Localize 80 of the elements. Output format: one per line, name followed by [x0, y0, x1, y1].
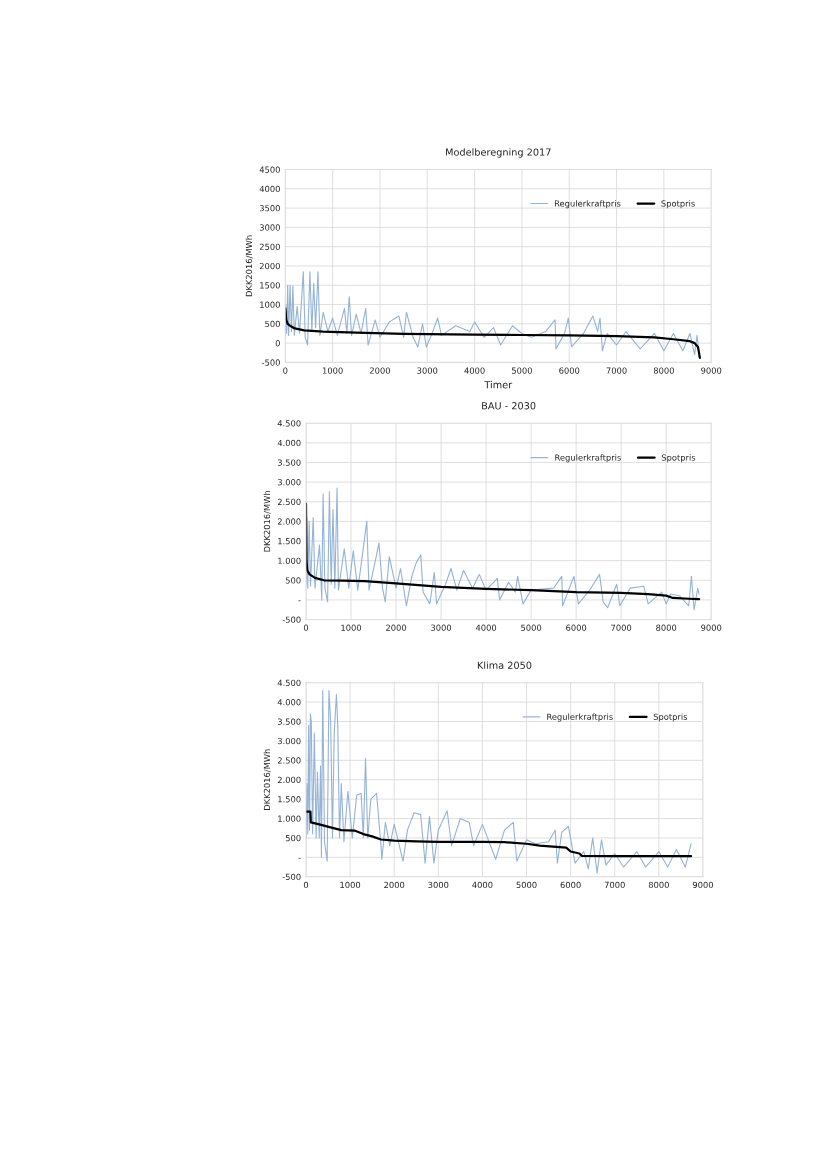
- legend-label: Spotpris: [661, 454, 696, 463]
- y-tick-label: 1.000: [278, 557, 301, 564]
- y-tick-label: 4500: [259, 166, 280, 173]
- x-tick-label: 9000: [692, 881, 713, 889]
- line-series: [305, 689, 692, 874]
- y-tick-label: 3.000: [277, 737, 301, 745]
- y-tick-label: 1.500: [278, 537, 301, 545]
- y-tick-label: 4.500: [277, 679, 301, 686]
- x-tick-label: 2000: [369, 367, 391, 374]
- y-tick-label: -500: [261, 359, 280, 366]
- x-tick-label: 7000: [604, 881, 625, 889]
- x-tick-label: 8000: [653, 367, 674, 374]
- y-tick-label: 1500: [260, 282, 280, 289]
- y-tick-label: -500: [282, 616, 301, 623]
- y-tick-label: -500: [282, 873, 301, 881]
- x-tick-label: 6000: [559, 367, 580, 374]
- chart-title: BAU - 2030: [482, 402, 536, 410]
- x-tick-label: 1000: [340, 881, 361, 889]
- y-tick-label: 500: [265, 320, 280, 328]
- y-axis-title: DKK2016/MWh: [245, 235, 253, 297]
- x-tick-label: 7000: [606, 367, 627, 374]
- y-tick-label: 1.500: [278, 796, 301, 803]
- line-series: [285, 307, 701, 359]
- y-tick-label: 2500: [259, 243, 280, 250]
- x-tick-label: 4000: [475, 624, 497, 631]
- y-tick-label: 3500: [259, 205, 280, 212]
- y-tick-label: 500: [285, 834, 301, 842]
- x-tick-label: 5000: [521, 624, 542, 631]
- x-tick-label: 3000: [431, 624, 452, 631]
- x-tick-label: 2000: [386, 624, 407, 631]
- x-tick-label: 4000: [464, 367, 485, 374]
- x-tick-label: 8000: [656, 624, 677, 631]
- y-tick-label: 2000: [259, 262, 280, 270]
- x-axis-title: Timer: [484, 380, 513, 389]
- x-tick-label: 1000: [322, 367, 343, 374]
- legend-label: Regulerkraftpris: [547, 713, 613, 722]
- line-series: [285, 271, 700, 358]
- y-tick-label: 4000: [259, 185, 280, 193]
- legend-label: Regulerkraftpris: [554, 200, 621, 209]
- y-tick-label: 4.500: [277, 420, 301, 427]
- legend-label: Regulerkraftpris: [555, 454, 621, 463]
- line-series: [305, 810, 693, 858]
- y-tick-label: 4.000: [277, 699, 301, 706]
- chart-title: Klima 2050: [477, 661, 532, 669]
- y-tick-label: 0: [275, 340, 280, 347]
- y-tick-label: 3.500: [277, 459, 301, 466]
- x-tick-label: 8000: [648, 881, 669, 889]
- y-axis-title: DKK2016/MWh: [263, 491, 271, 552]
- x-tick-label: 3000: [417, 367, 438, 374]
- y-tick-label: -: [298, 857, 301, 859]
- x-tick-label: 0: [303, 881, 309, 889]
- line-series: [305, 487, 700, 611]
- y-tick-label: 1.000: [278, 815, 301, 822]
- x-tick-label: 5000: [511, 367, 532, 374]
- x-tick-label: 2000: [384, 881, 405, 889]
- x-tick-label: 0: [303, 624, 309, 631]
- y-tick-label: 4.000: [277, 439, 301, 447]
- chart-title: Modelberegning 2017: [446, 148, 551, 158]
- y-tick-label: 3000: [259, 224, 280, 231]
- x-tick-label: 6000: [560, 881, 581, 889]
- y-tick-label: 2.000: [277, 776, 301, 784]
- x-tick-label: 4000: [472, 881, 493, 889]
- y-tick-label: 1000: [260, 301, 280, 308]
- y-axis-title: DKK2016/MWh: [263, 749, 271, 810]
- x-tick-label: 5000: [516, 881, 537, 889]
- y-tick-label: 2.500: [277, 498, 301, 506]
- y-tick-label: -: [298, 600, 301, 602]
- y-tick-label: 3.500: [277, 718, 301, 725]
- y-tick-label: 2.000: [277, 518, 301, 525]
- legend-label: Spotpris: [661, 200, 695, 209]
- y-tick-label: 500: [285, 577, 301, 584]
- legend-label: Spotpris: [653, 713, 688, 722]
- x-tick-label: 3000: [428, 881, 449, 889]
- x-tick-label: 7000: [611, 624, 632, 631]
- x-tick-label: 6000: [566, 624, 587, 631]
- x-tick-label: 1000: [341, 624, 362, 631]
- y-tick-label: 3.000: [277, 479, 301, 486]
- y-tick-label: 2.500: [277, 757, 301, 764]
- x-tick-label: 9000: [701, 367, 722, 374]
- x-tick-label: 9000: [701, 624, 722, 631]
